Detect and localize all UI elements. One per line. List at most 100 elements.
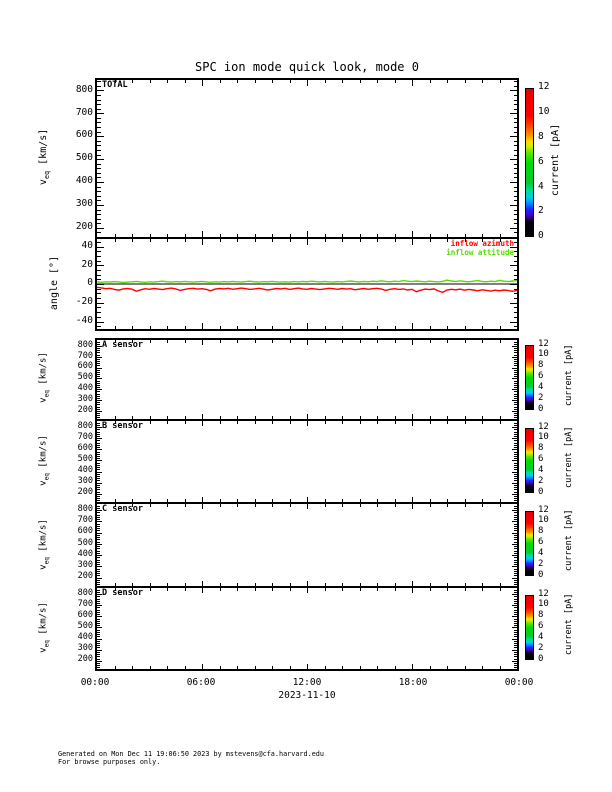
y-major-tick (97, 182, 104, 183)
x-minor-tick (394, 504, 396, 507)
y-major-tick (510, 321, 517, 323)
x-minor-tick (377, 80, 378, 83)
x-minor-tick (149, 80, 151, 83)
x-minor-tick (254, 340, 256, 343)
colorbar-sensor-a: 0 2 4 6 8 10 12 (525, 339, 549, 413)
y-minor-tick (513, 94, 517, 96)
x-minor-tick (237, 239, 238, 242)
y-tick-label: 0 (87, 277, 93, 289)
x-minor-tick (114, 499, 116, 502)
x-minor-tick (184, 499, 186, 502)
x-minor-tick (377, 340, 378, 343)
x-minor-tick (342, 416, 343, 419)
x-minor-tick (184, 80, 186, 83)
veq-label-units: [km/s] (38, 519, 49, 558)
x-major-tick (202, 504, 203, 509)
y-major-tick (97, 410, 102, 412)
y-minor-tick (97, 436, 100, 437)
y-minor-tick (513, 298, 517, 300)
y-minor-tick (514, 343, 517, 345)
y-major-tick (512, 638, 517, 640)
x-minor-tick (167, 421, 168, 424)
y-minor-tick (514, 618, 517, 620)
y-minor-tick (97, 642, 100, 644)
x-minor-tick (272, 421, 273, 424)
y-minor-tick (97, 316, 101, 318)
x-minor-tick (272, 326, 273, 329)
y-major-tick (512, 460, 517, 462)
x-major-tick (412, 504, 413, 509)
veq-label-units: [km/s] (38, 435, 49, 474)
y-minor-tick (97, 363, 100, 365)
x-minor-tick (254, 504, 256, 507)
colorbar-tick-label: 10 (538, 432, 549, 443)
y-minor-tick (513, 293, 517, 295)
x-minor-tick (132, 416, 133, 419)
y-minor-tick (97, 500, 100, 502)
y-major-tick (512, 389, 517, 391)
y-minor-tick (97, 380, 100, 382)
x-minor-tick (359, 666, 361, 669)
x-minor-tick (447, 421, 448, 424)
x-minor-tick (114, 583, 116, 586)
y-minor-tick (514, 404, 517, 406)
x-minor-tick (219, 421, 221, 424)
y-major-tick (97, 427, 102, 429)
y-minor-tick (514, 600, 517, 602)
y-minor-tick (514, 645, 517, 647)
y-minor-tick (514, 596, 517, 598)
y-major-tick (97, 555, 102, 557)
x-minor-tick (377, 504, 378, 507)
y-minor-tick (97, 145, 101, 147)
y-minor-tick (97, 662, 100, 664)
y-minor-tick (97, 579, 100, 581)
x-minor-tick (482, 666, 483, 669)
x-minor-tick (219, 234, 221, 237)
x-minor-tick (254, 421, 256, 424)
panel-sensor-d: D sensor 800 700 600 500 400 300 200 (78, 586, 519, 671)
x-major-tick (307, 504, 308, 509)
x-minor-tick (377, 326, 378, 329)
colorbar-tick-label: 4 (538, 464, 544, 475)
y-minor-tick (97, 561, 100, 563)
y-minor-tick (514, 406, 517, 408)
y-tick-label: 600 (77, 361, 93, 372)
x-minor-tick (324, 666, 326, 669)
y-minor-tick (513, 307, 517, 309)
plot-title: SPC ion mode quick look, mode 0 (195, 60, 419, 74)
x-minor-tick (324, 588, 326, 591)
x-minor-tick (132, 239, 133, 242)
y-tick-label: -40 (75, 314, 93, 326)
x-minor-tick (184, 421, 186, 424)
x-minor-tick (254, 588, 256, 591)
y-minor-tick (97, 186, 101, 188)
x-minor-tick (184, 588, 186, 591)
x-minor-tick (219, 326, 221, 329)
panel-sensor-c: C sensor 800 700 600 500 400 300 200 (78, 502, 519, 588)
y-major-tick (97, 90, 104, 92)
y-minor-tick (514, 363, 517, 365)
y-minor-tick (97, 341, 100, 343)
x-minor-tick (324, 504, 326, 507)
y-minor-tick (97, 575, 100, 577)
y-tick-label: 20 (81, 258, 93, 270)
y-minor-tick (514, 453, 517, 455)
y-minor-tick (97, 462, 100, 464)
y-minor-tick (514, 523, 517, 525)
y-minor-tick (97, 534, 100, 536)
x-minor-tick (464, 416, 466, 419)
y-minor-tick (97, 589, 100, 591)
y-minor-tick (513, 223, 517, 225)
y-minor-tick (513, 274, 517, 276)
x-minor-tick (359, 421, 361, 424)
x-minor-tick (184, 666, 186, 669)
y-minor-tick (97, 444, 100, 446)
y-minor-tick (513, 172, 517, 174)
y-tick-label: 300 (77, 560, 93, 571)
y-tick-label: 400 (77, 632, 93, 643)
y-minor-tick (97, 406, 100, 408)
y-tick-label: 500 (77, 372, 93, 383)
x-major-tick (412, 497, 413, 502)
y-minor-tick (97, 665, 100, 667)
y-major-tick (97, 510, 102, 512)
